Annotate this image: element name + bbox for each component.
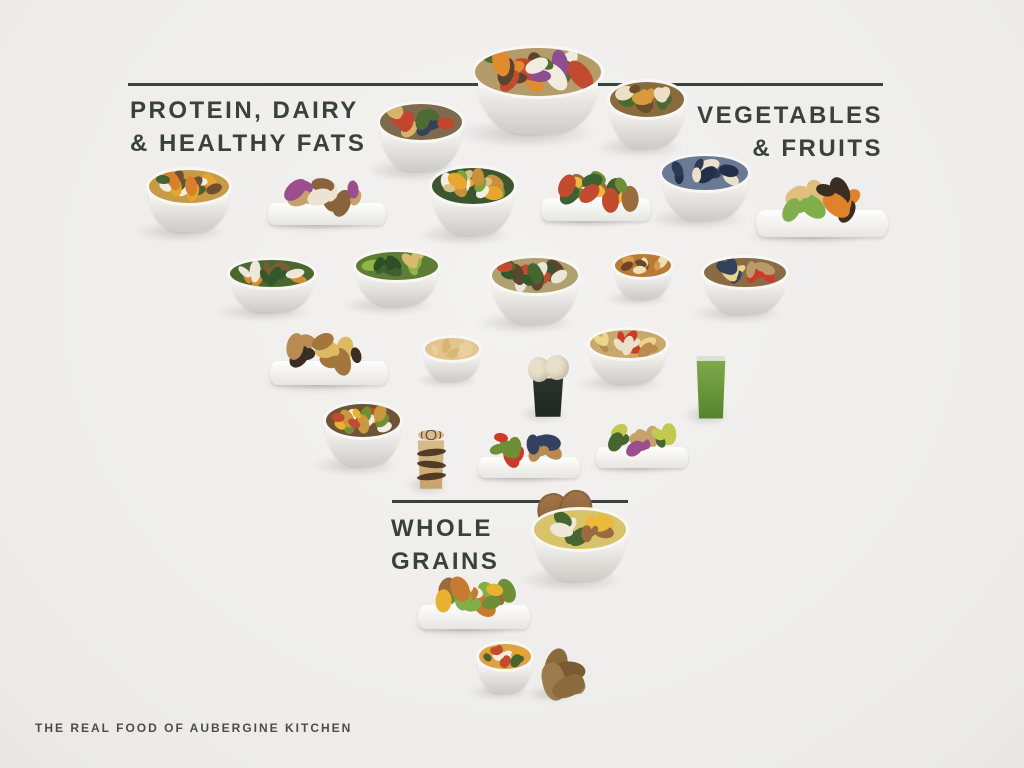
plate-food [274,174,380,220]
bowl-food [421,334,483,363]
plate-food [276,329,382,378]
shakshuka-skillet-photo [467,640,536,701]
bowl-food [145,166,233,206]
breakfast-sampler-plate-photo [406,572,530,637]
sweet-potato-salad-bowl-photo [214,256,320,321]
header-protein-line1: PROTEIN, DAIRY [130,97,359,124]
header-vegetables-line2: & FRUITS [752,135,883,162]
strawberry-banana-bowl-photo [575,326,672,393]
header-whole-grains: WHOLE GRAINS [391,512,499,578]
pita-hummus-plate-photo [258,329,388,393]
breakfast-protein-bowl-photo [311,400,406,476]
cobb-salad-bowl-photo [416,164,520,247]
food-texture-blob [434,588,452,613]
food-texture-blob [430,344,439,355]
plate-food [763,173,882,227]
bowl-food [488,254,582,297]
blueberry-smoothie-bowl-photo [646,152,754,230]
header-grains-line2: GRAINS [391,548,500,575]
plate-food [424,572,525,621]
falafel-tabbouleh-bowl-photo [476,254,584,334]
bowl-food [586,326,670,362]
strawberry-toast-plate-photo [467,430,580,484]
green-smoothie-cup-photo [683,346,734,426]
grain-scramble-toast-bowl-photo [517,487,632,593]
bowl-food [226,256,318,291]
chocolate-swirl-shake-photo [405,428,452,495]
plate-base [478,456,580,478]
roasted-potato-bowl-photo [603,250,676,307]
plate-food [483,430,575,471]
header-vegetables-line1: VEGETABLES [697,102,883,129]
cup-body [696,355,726,419]
veggie-sandwich-plate-photo [586,420,688,474]
bowl-food [658,152,752,194]
plate-base [268,202,386,226]
bowl-food [352,248,442,284]
icecream-scoop [527,357,550,383]
bowl-food [428,164,518,208]
avocado-chopped-bowl-photo [340,248,444,315]
hummus-crudite-plate-photo [742,173,888,246]
omelette-toast-plate-photo [530,168,651,229]
plate-base [596,447,688,468]
stuffed-pita-plate-photo [256,174,386,233]
roasted-cauliflower-bowl-photo [595,78,690,158]
bowl-food [475,640,535,672]
falafel-power-bowl-photo [454,44,608,148]
brand-tagline: THE REAL FOOD OF AUBERGINE KITCHEN [35,721,353,735]
shake-top-swirl [417,430,445,441]
bowl-food [322,400,404,440]
seeded-crackers-photo [525,642,589,703]
header-protein-dairy-fats: PROTEIN, DAIRY & HEALTHY FATS [130,94,366,160]
egg-protein-bowl-photo [133,166,235,242]
bowl-food [606,78,688,121]
vanilla-icecream-cup-photo [519,354,572,423]
food-texture-blob [437,117,455,130]
food-texture-blob [653,260,661,270]
bowl-food [531,506,629,552]
plate-food [601,420,684,460]
icecream-scoop [545,354,570,380]
food-texture-blob [691,166,702,183]
bowl-food [700,254,790,291]
food-texture-blob [580,524,593,544]
bowl-food [611,250,674,280]
bowl-food [376,100,466,144]
cup-body [532,378,564,417]
header-vegetables-fruits: VEGETABLES & FRUITS [560,99,883,165]
plate-food [547,168,646,214]
header-grains-line1: WHOLE [391,515,493,542]
whole-grains-divider-line [392,500,628,503]
fruit-granola-bowl-photo [688,254,792,324]
bread-rolls-bowl-photo [413,334,484,388]
header-protein-line2: & HEALTHY FATS [130,130,367,157]
bowl-food [472,44,604,99]
